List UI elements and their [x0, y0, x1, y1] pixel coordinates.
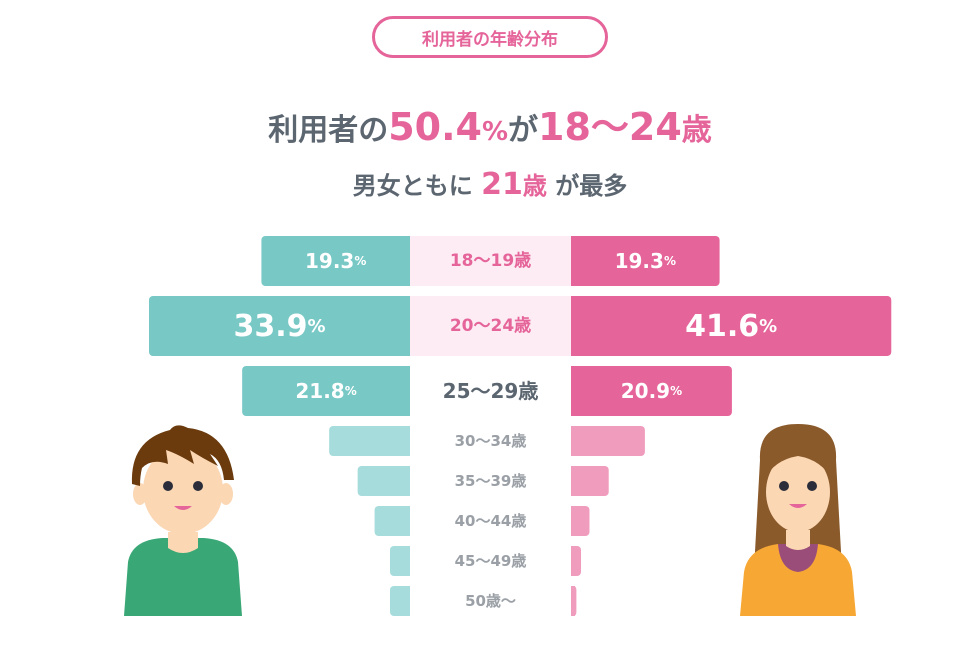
age-label-band-1 — [410, 296, 571, 356]
male-bar-1 — [149, 296, 410, 356]
male-bar-edge-0 — [406, 236, 410, 286]
female-user-icon — [740, 424, 856, 616]
female-value-label-2: 20.9% — [621, 379, 682, 403]
male-bar-edge-7 — [406, 586, 410, 616]
female-bar-edge-0 — [571, 236, 575, 286]
male-bar-3 — [329, 426, 410, 456]
male-bar-2 — [242, 366, 410, 416]
male-user-icon — [124, 425, 242, 616]
female-bar-3 — [571, 426, 645, 456]
male-bar-edge-3 — [406, 426, 410, 456]
female-bar-edge-7 — [571, 586, 575, 616]
headline-1-percent-value: 50.4 — [388, 105, 482, 149]
headline-1-age-unit: 歳 — [681, 113, 712, 148]
female-bar-0 — [571, 236, 720, 286]
age-label-band-0 — [410, 236, 571, 286]
female-bar-edge-1 — [571, 296, 575, 356]
female-bar-edge-4 — [571, 466, 575, 496]
female-bar-1 — [571, 296, 892, 356]
male-bar-edge-1 — [406, 296, 410, 356]
headline-2-text-b: が最多 — [555, 172, 628, 200]
male-bar-edge-4 — [406, 466, 410, 496]
age-label-7: 50歳〜 — [465, 592, 516, 610]
headline-2-age-value: 21 — [481, 167, 523, 202]
female-value-label-1: 41.6% — [685, 309, 777, 344]
female-bar-2 — [571, 366, 732, 416]
section-title-badge: 利用者の年齢分布 — [372, 16, 608, 58]
headline-line-2: 男女ともに 21歳 が最多 — [0, 166, 980, 202]
male-bar-7 — [389, 586, 410, 616]
male-bar-6 — [389, 546, 410, 576]
female-bar-5 — [571, 506, 590, 536]
age-label-3: 30〜34歳 — [455, 432, 527, 450]
male-bar-0 — [261, 236, 410, 286]
headline-2-text-a: 男女ともに — [352, 172, 473, 200]
age-label-5: 40〜44歳 — [455, 512, 527, 530]
headline-1-text-a: 利用者の — [268, 113, 389, 148]
male-bar-edge-2 — [406, 366, 410, 416]
male-value-label-0: 19.3% — [305, 249, 366, 273]
headline-1-text-ga: が — [508, 113, 539, 148]
male-value-label-2: 21.8% — [295, 379, 356, 403]
female-bar-edge-6 — [571, 546, 575, 576]
headline-1-percent-unit: % — [481, 117, 509, 147]
female-value-label-0: 19.3% — [615, 249, 676, 273]
age-label-1: 20〜24歳 — [450, 315, 531, 336]
female-bar-edge-5 — [571, 506, 575, 536]
headline-line-1: 利用者の50.4%が18〜24歳 — [0, 96, 980, 151]
male-bar-5 — [374, 506, 410, 536]
female-bar-edge-2 — [571, 366, 575, 416]
male-bar-4 — [357, 466, 410, 496]
male-bar-edge-6 — [406, 546, 410, 576]
age-label-6: 45〜49歳 — [455, 552, 527, 570]
female-bar-4 — [571, 466, 609, 496]
age-label-2: 25〜29歳 — [443, 379, 539, 403]
male-value-label-1: 33.9% — [233, 309, 325, 344]
headline-2-age-unit: 歳 — [522, 172, 547, 200]
headline-1-age-range: 18〜24 — [538, 105, 682, 149]
age-label-0: 18〜19歳 — [450, 250, 531, 271]
male-bar-edge-5 — [406, 506, 410, 536]
age-label-4: 35〜39歳 — [455, 472, 527, 490]
female-bar-edge-3 — [571, 426, 575, 456]
